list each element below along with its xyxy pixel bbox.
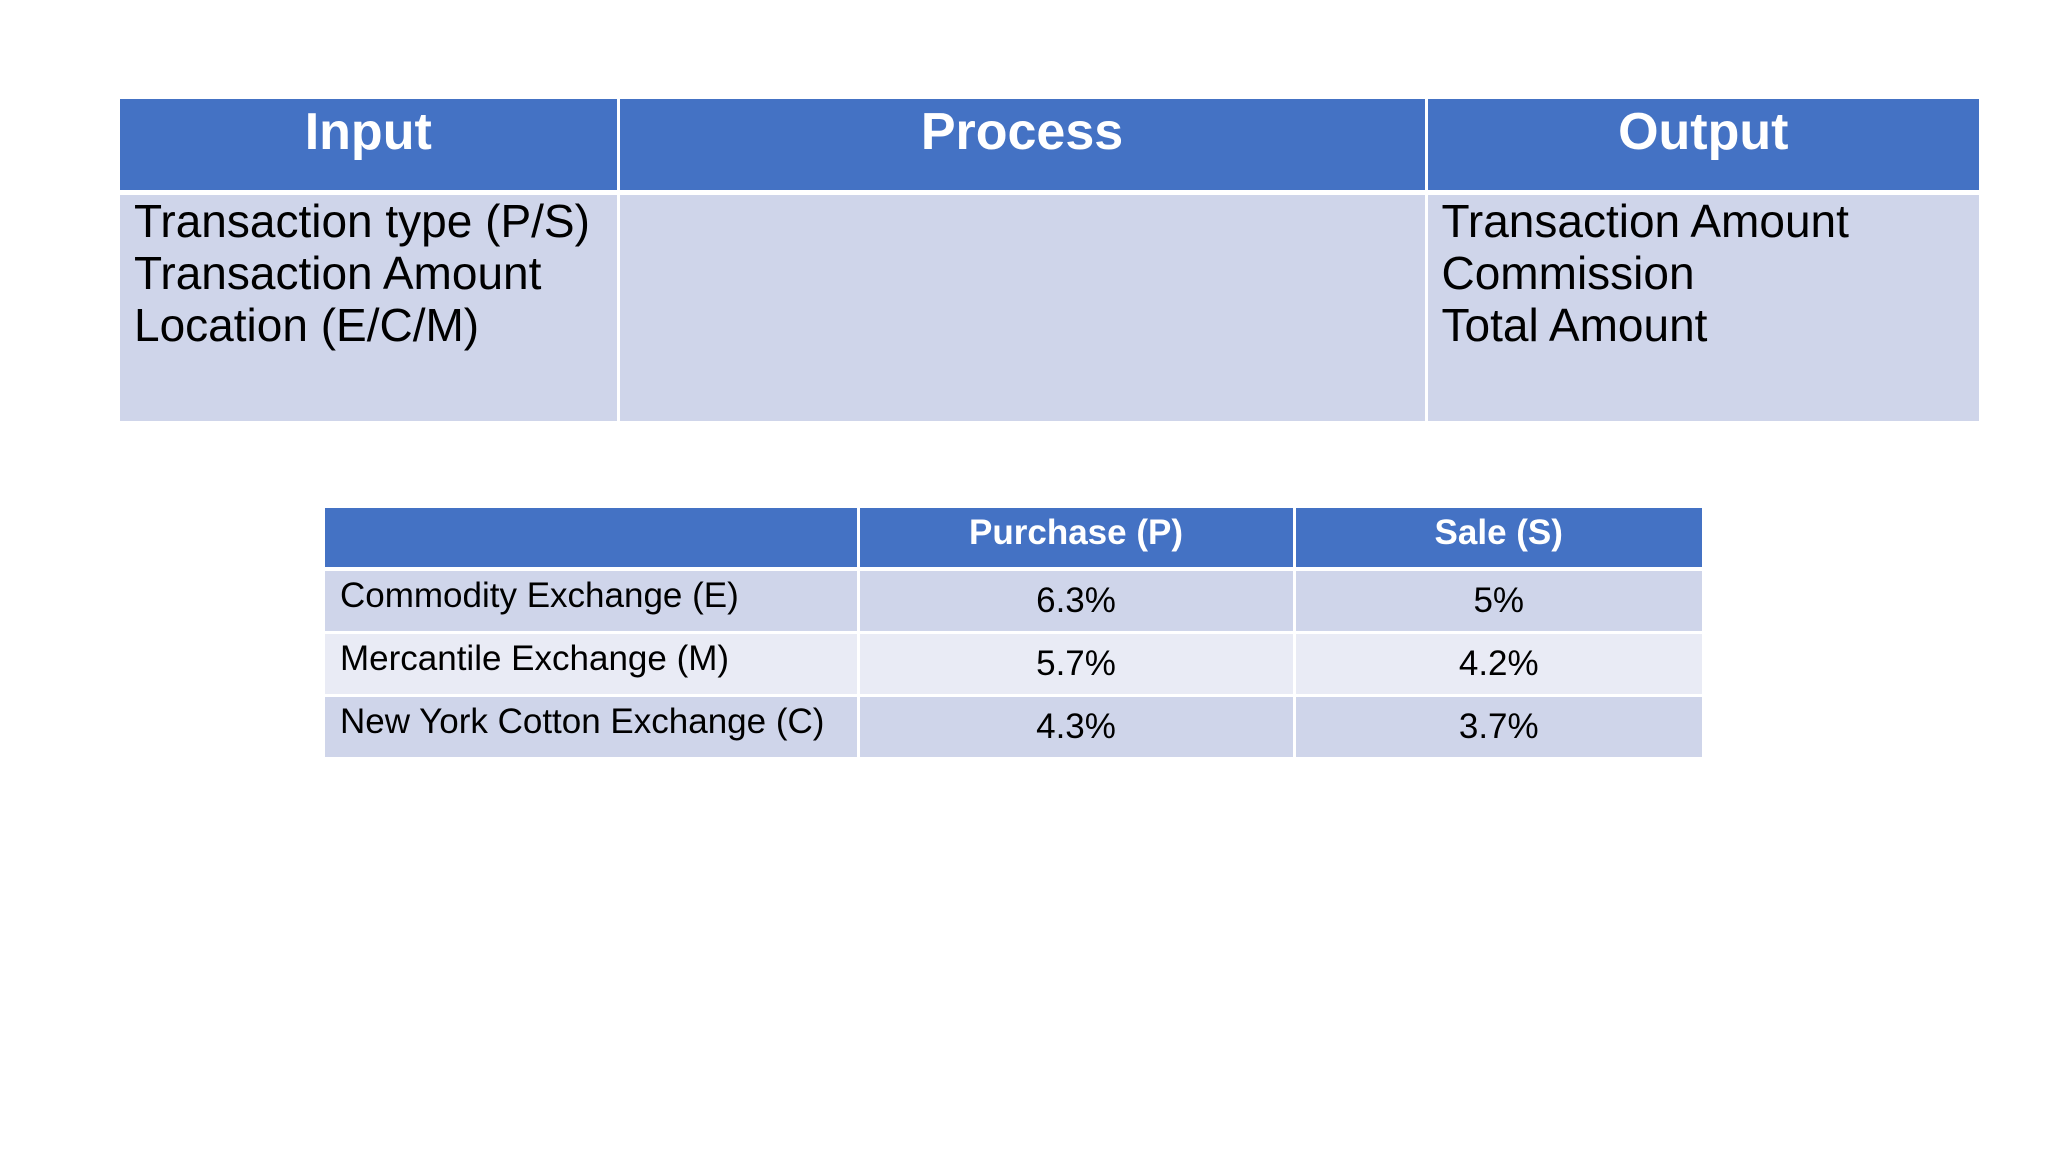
sale-rate-cell: 4.2% [1294, 632, 1702, 697]
process-header: Process [618, 99, 1428, 195]
output-header: Output [1426, 99, 1979, 195]
location-cell: Commodity Exchange (E) [325, 569, 860, 634]
commission-rate-table: Purchase (P) Sale (S) Commodity Exchange… [325, 508, 1702, 760]
output-line-total-amount: Total Amount [1441, 299, 1708, 351]
input-line-transaction-amount: Transaction Amount [134, 247, 542, 299]
sale-rate-cell: 3.7% [1294, 695, 1702, 760]
table-row: Commodity Exchange (E) 6.3% 5% [325, 569, 1702, 634]
output-line-commission: Commission [1441, 247, 1695, 299]
ipo-body-row: Transaction type (P/S) Transaction Amoun… [120, 192, 1979, 421]
purchase-rate-cell: 5.7% [858, 632, 1296, 697]
purchase-rate-cell: 6.3% [858, 569, 1296, 634]
location-header [325, 508, 860, 571]
purchase-rate-cell: 4.3% [858, 695, 1296, 760]
location-cell: Mercantile Exchange (M) [325, 632, 860, 697]
output-cell: Transaction Amount Commission Total Amou… [1426, 192, 1979, 421]
output-line-transaction-amount: Transaction Amount [1441, 195, 1849, 247]
purchase-header: Purchase (P) [858, 508, 1296, 571]
input-line-location: Location (E/C/M) [134, 299, 480, 351]
sale-rate-cell: 5% [1294, 569, 1702, 634]
ipo-header-row: Input Process Output [120, 99, 1979, 195]
input-cell: Transaction type (P/S) Transaction Amoun… [120, 192, 620, 421]
location-cell: New York Cotton Exchange (C) [325, 695, 860, 760]
table-row: New York Cotton Exchange (C) 4.3% 3.7% [325, 695, 1702, 760]
input-line-transaction-type: Transaction type (P/S) [134, 195, 590, 247]
rate-header-row: Purchase (P) Sale (S) [325, 508, 1702, 571]
input-header: Input [120, 99, 620, 195]
ipo-table: Input Process Output Transaction type (P… [120, 99, 1979, 421]
process-cell [618, 192, 1428, 421]
sale-header: Sale (S) [1294, 508, 1702, 571]
table-row: Mercantile Exchange (M) 5.7% 4.2% [325, 632, 1702, 697]
